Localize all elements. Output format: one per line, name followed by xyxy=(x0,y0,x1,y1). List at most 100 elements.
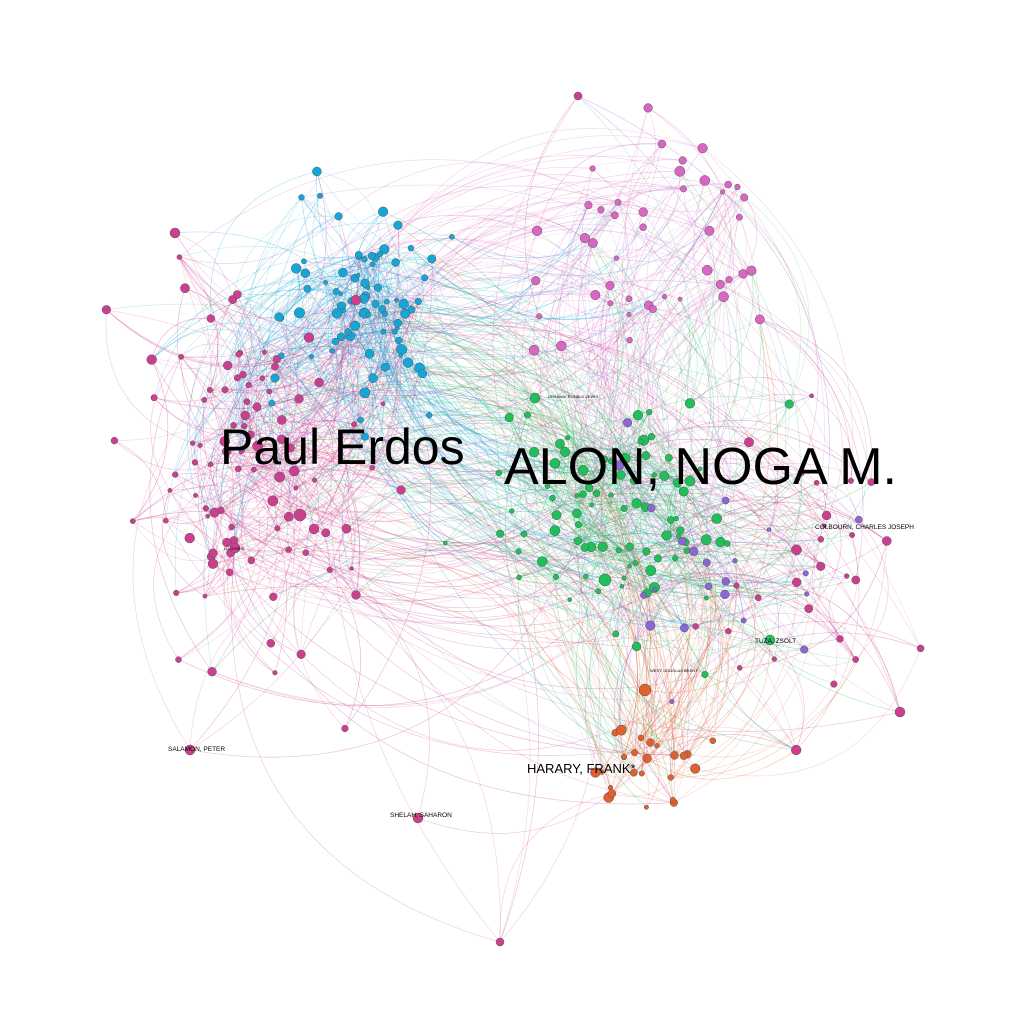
author-node xyxy=(549,458,561,469)
author-node xyxy=(173,589,180,596)
coauthor-edge xyxy=(258,378,282,440)
coauthor-edge xyxy=(577,95,690,508)
author-node xyxy=(654,554,662,563)
author-node xyxy=(378,206,389,217)
coauthor-edge xyxy=(303,301,419,530)
coauthor-edge xyxy=(358,256,821,567)
coauthor-edge xyxy=(382,262,396,332)
author-node xyxy=(368,373,378,383)
coauthor-edge xyxy=(132,475,296,522)
author-node xyxy=(590,290,601,300)
coauthor-edge xyxy=(609,191,723,286)
coauthor-edge xyxy=(176,225,399,594)
coauthor-edge xyxy=(224,308,383,442)
author-node xyxy=(206,314,215,323)
coauthor-edge xyxy=(189,457,373,539)
coauthor-edge xyxy=(534,279,730,353)
coauthor-edge xyxy=(725,580,901,713)
coauthor-edge xyxy=(397,224,638,753)
author-node xyxy=(222,537,232,548)
author-node xyxy=(396,485,406,495)
coauthor-edge xyxy=(195,424,355,503)
coauthor-edge xyxy=(365,262,611,304)
author-node xyxy=(672,555,679,562)
coauthor-edge xyxy=(610,302,827,516)
author-node xyxy=(496,529,505,538)
coauthor-edge xyxy=(250,434,651,743)
author-node xyxy=(620,504,628,512)
coauthor-edge xyxy=(211,377,269,672)
author-node xyxy=(735,213,743,221)
coauthor-edge xyxy=(180,356,234,597)
coauthor-edge xyxy=(636,627,685,649)
coauthor-edge xyxy=(671,621,921,702)
author-node xyxy=(365,311,372,318)
coauthor-edge xyxy=(569,545,694,600)
coauthor-edge xyxy=(591,480,821,567)
coauthor-edge xyxy=(687,519,859,755)
coauthor-edge xyxy=(401,188,684,353)
author-node xyxy=(626,311,632,317)
coauthor-edge xyxy=(404,313,649,759)
coauthor-edge xyxy=(213,258,433,554)
coauthor-edge xyxy=(194,462,218,554)
coauthor-edge xyxy=(578,524,648,593)
coauthor-edge xyxy=(227,255,372,366)
author-node xyxy=(733,582,740,589)
coauthor-edge xyxy=(664,296,712,492)
coauthor-edge xyxy=(353,424,770,553)
coauthor-edge xyxy=(311,323,398,358)
author-node xyxy=(303,332,315,343)
coauthor-edge xyxy=(257,445,675,803)
coauthor-edge xyxy=(114,440,167,521)
coauthor-edge xyxy=(629,546,805,652)
coauthor-edge xyxy=(353,424,520,578)
coauthor-edge xyxy=(276,277,425,360)
coauthor-edge xyxy=(397,328,901,713)
coauthor-edge xyxy=(554,463,577,578)
coauthor-edge xyxy=(269,341,336,392)
coauthor-edge xyxy=(165,520,657,756)
coauthor-edge xyxy=(233,425,684,757)
coauthor-edge xyxy=(640,491,717,739)
coauthor-edge xyxy=(274,377,675,756)
author-node xyxy=(298,194,305,201)
coauthor-edge xyxy=(708,279,770,530)
coauthor-edge xyxy=(609,303,630,341)
coauthor-edge xyxy=(240,451,635,753)
coauthor-edge xyxy=(564,447,685,492)
coauthor-edge xyxy=(382,211,580,542)
coauthor-edge xyxy=(649,411,852,498)
coauthor-edge xyxy=(325,282,685,629)
coauthor-edge xyxy=(683,270,762,492)
coauthor-edge xyxy=(504,397,635,753)
author-node xyxy=(551,510,562,520)
coauthor-edge xyxy=(407,291,596,363)
coauthor-edge xyxy=(299,491,637,647)
author-node xyxy=(351,421,357,428)
coauthor-edge xyxy=(363,312,592,548)
coauthor-edge xyxy=(523,533,651,626)
coauthor-edge xyxy=(591,273,744,505)
author-node xyxy=(373,283,383,292)
coauthor-edge xyxy=(210,318,250,386)
coauthor-edge xyxy=(278,256,359,318)
author-node xyxy=(680,185,687,193)
coauthor-edge xyxy=(233,288,310,426)
coauthor-edge xyxy=(704,658,775,684)
coauthor-edge xyxy=(280,262,396,318)
coauthor-edge xyxy=(401,349,501,534)
coauthor-edge xyxy=(616,171,681,259)
coauthor-edge xyxy=(253,406,267,470)
coauthor-edge xyxy=(276,358,423,393)
coauthor-edge xyxy=(154,351,265,402)
author-node xyxy=(524,411,531,419)
author-node xyxy=(567,597,572,602)
author-node xyxy=(344,328,352,336)
coauthor-edge xyxy=(554,530,807,611)
coauthor-edge xyxy=(590,546,652,691)
coauthor-edge xyxy=(276,358,334,530)
coauthor-edge xyxy=(238,316,291,470)
author-node xyxy=(285,443,295,453)
coauthor-edge xyxy=(664,296,790,405)
